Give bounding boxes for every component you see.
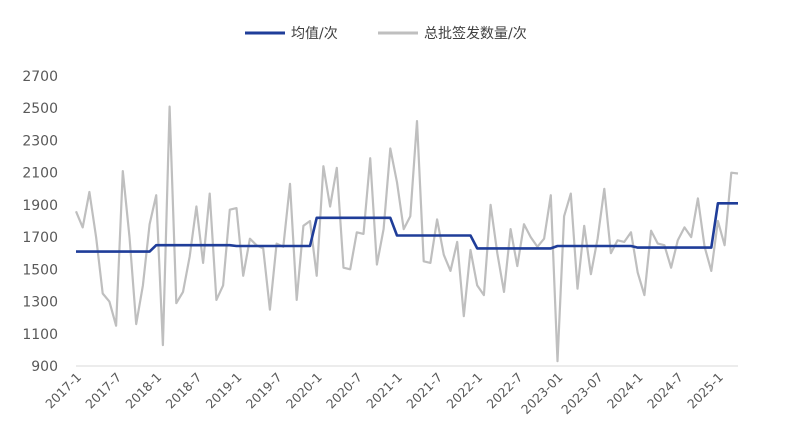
y-tick-label: 2100	[22, 166, 58, 182]
plot-area	[74, 105, 739, 363]
y-tick-label: 1700	[22, 230, 58, 246]
legend-label-series-1: 总批签发数量/次	[424, 25, 527, 42]
series-line-1	[74, 105, 739, 363]
x-tick-label: 2019-1	[203, 370, 245, 412]
x-tick-label: 2025-1	[684, 370, 726, 412]
x-tick-label: 2024-7	[644, 370, 686, 412]
y-tick-label: 2700	[22, 69, 58, 85]
legend: 均值/次 总批签发数量/次	[245, 25, 527, 42]
x-axis: 2017-12017-72018-12018-72019-12019-72020…	[42, 370, 726, 418]
y-tick-label: 1300	[22, 295, 58, 311]
x-tick-label: 2021-1	[363, 370, 405, 412]
y-tick-label: 2500	[22, 101, 58, 117]
x-tick-label: 2022-1	[443, 370, 485, 412]
series-line-0	[76, 202, 738, 253]
legend-label-series-0: 均值/次	[291, 26, 338, 42]
x-tick-label: 2023-07	[558, 370, 606, 418]
x-tick-label: 2018-7	[163, 370, 205, 412]
x-tick-label: 2017-1	[42, 370, 84, 412]
x-tick-label: 2018-1	[122, 370, 164, 412]
x-tick-label: 2020-1	[283, 370, 325, 412]
x-tick-label: 2024-1	[604, 370, 646, 412]
x-tick-label: 2021-7	[403, 370, 445, 412]
y-axis: 900 1100 1300 1500 1700 1900 2100 2300 2500 2700	[22, 69, 58, 375]
y-tick-label: 900	[31, 359, 58, 375]
y-tick-label: 1100	[22, 327, 58, 343]
y-tick-label: 2300	[22, 133, 58, 149]
y-tick-label: 1500	[22, 262, 58, 278]
y-tick-label: 1900	[22, 198, 58, 214]
x-tick-label: 2020-7	[323, 370, 365, 412]
x-tick-label: 2017-7	[82, 370, 124, 412]
x-tick-label: 2019-7	[243, 370, 285, 412]
x-tick-label: 2023-01	[518, 370, 566, 418]
